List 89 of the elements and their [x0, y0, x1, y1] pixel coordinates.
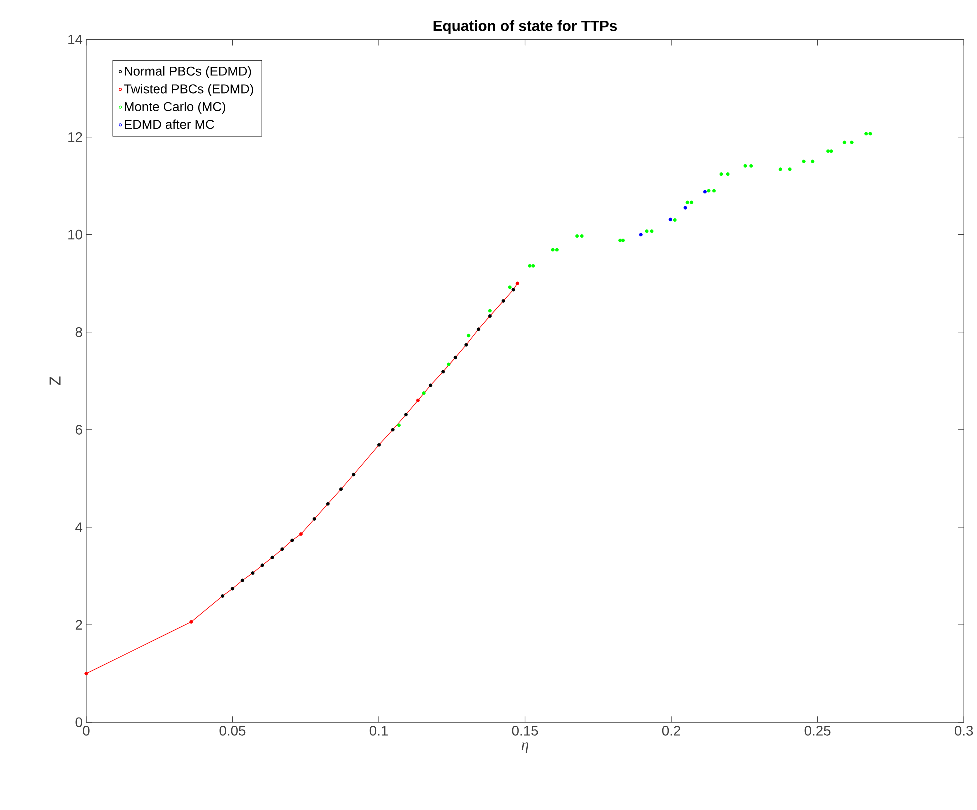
- point: [744, 164, 748, 168]
- point: [686, 200, 690, 204]
- point: [312, 517, 316, 521]
- point: [397, 424, 401, 428]
- point: [326, 502, 330, 506]
- point: [260, 564, 264, 568]
- x-tick-label: 0: [83, 726, 90, 736]
- x-tick-label: 0.3: [954, 726, 974, 736]
- y-tick-label: 6: [76, 425, 82, 435]
- point: [645, 230, 649, 234]
- point: [442, 370, 446, 374]
- legend-label: EDMD after MC: [125, 120, 214, 130]
- point: [512, 288, 516, 292]
- point: [488, 314, 492, 318]
- point: [84, 672, 88, 676]
- point: [447, 362, 451, 366]
- x-tick-label: 0.05: [220, 726, 246, 736]
- point: [464, 343, 468, 347]
- point: [707, 189, 711, 193]
- y-tick-label: 0: [76, 718, 82, 728]
- x-axis-title: η: [522, 742, 529, 754]
- point: [508, 286, 512, 290]
- x-tick-label: 0.2: [662, 726, 680, 736]
- point: [639, 233, 643, 237]
- point: [712, 189, 716, 193]
- point: [618, 238, 622, 242]
- point: [668, 218, 672, 222]
- y-tick-label: 2: [76, 620, 82, 630]
- point: [576, 234, 580, 238]
- point: [842, 140, 847, 144]
- point: [868, 132, 872, 136]
- legend-label: Monte Carlo (MC): [125, 102, 226, 114]
- point: [826, 150, 830, 154]
- point: [690, 200, 694, 204]
- point: [221, 594, 225, 598]
- point: [339, 488, 344, 492]
- x-tick-label: 0.1: [370, 726, 388, 736]
- point: [416, 398, 420, 402]
- point: [516, 282, 520, 286]
- point: [621, 238, 626, 242]
- x-tick-label: 0.25: [804, 726, 831, 736]
- legend-label: Normal PBCs (EDMD): [125, 66, 252, 78]
- point: [428, 384, 433, 388]
- point: [422, 392, 426, 396]
- point: [788, 168, 792, 172]
- point: [532, 264, 536, 268]
- point: [673, 218, 677, 222]
- point: [555, 248, 559, 252]
- y-tick-label: 12: [68, 132, 82, 142]
- point: [811, 160, 815, 164]
- point: [703, 190, 707, 194]
- y-tick-label: 10: [68, 230, 82, 240]
- point: [240, 578, 244, 582]
- point: [726, 172, 730, 176]
- point: [190, 620, 194, 624]
- point: [528, 264, 532, 268]
- point: [280, 548, 284, 552]
- y-tick-label: 8: [76, 327, 82, 338]
- point: [391, 428, 395, 432]
- point: [352, 473, 356, 477]
- point: [802, 160, 806, 164]
- point: [488, 309, 492, 313]
- legend-label: Twisted PBCs (EDMD): [124, 84, 254, 96]
- point: [650, 230, 654, 234]
- point: [476, 328, 481, 332]
- x-tick-label: 0.15: [512, 726, 538, 736]
- point: [467, 334, 471, 338]
- point: [502, 299, 506, 303]
- point: [230, 587, 235, 591]
- point: [850, 140, 854, 144]
- point: [378, 443, 382, 447]
- y-axis-title: Z: [50, 376, 61, 386]
- point: [580, 234, 584, 238]
- point: [750, 164, 754, 168]
- point: [454, 356, 458, 360]
- y-tick-label: 14: [68, 34, 83, 45]
- point: [830, 150, 834, 154]
- point: [270, 556, 274, 560]
- chart-title: Equation of state for TTPs: [434, 20, 618, 34]
- point: [404, 413, 408, 417]
- point: [299, 532, 303, 536]
- y-tick-label: 4: [76, 522, 83, 532]
- point: [551, 248, 555, 252]
- point: [251, 572, 255, 576]
- point: [720, 172, 724, 176]
- point: [290, 538, 294, 542]
- point: [864, 132, 868, 136]
- point: [778, 168, 782, 172]
- point: [684, 206, 688, 210]
